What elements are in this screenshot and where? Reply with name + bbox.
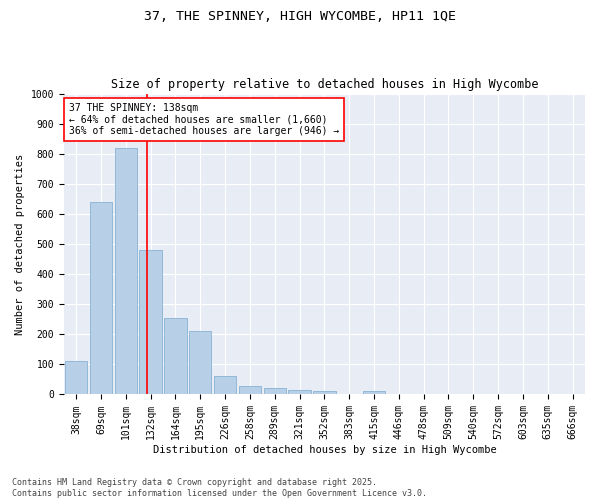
Text: 37 THE SPINNEY: 138sqm
← 64% of detached houses are smaller (1,660)
36% of semi-: 37 THE SPINNEY: 138sqm ← 64% of detached… bbox=[69, 102, 339, 136]
X-axis label: Distribution of detached houses by size in High Wycombe: Distribution of detached houses by size … bbox=[152, 445, 496, 455]
Bar bbox=[90, 202, 112, 394]
Bar bbox=[189, 332, 211, 394]
Bar bbox=[363, 392, 385, 394]
Title: Size of property relative to detached houses in High Wycombe: Size of property relative to detached ho… bbox=[110, 78, 538, 91]
Y-axis label: Number of detached properties: Number of detached properties bbox=[15, 154, 25, 334]
Bar bbox=[164, 318, 187, 394]
Bar bbox=[289, 390, 311, 394]
Bar bbox=[65, 362, 88, 394]
Bar bbox=[115, 148, 137, 394]
Bar bbox=[313, 391, 335, 394]
Bar bbox=[263, 388, 286, 394]
Bar bbox=[139, 250, 162, 394]
Bar bbox=[214, 376, 236, 394]
Bar bbox=[239, 386, 261, 394]
Text: Contains HM Land Registry data © Crown copyright and database right 2025.
Contai: Contains HM Land Registry data © Crown c… bbox=[12, 478, 427, 498]
Text: 37, THE SPINNEY, HIGH WYCOMBE, HP11 1QE: 37, THE SPINNEY, HIGH WYCOMBE, HP11 1QE bbox=[144, 10, 456, 23]
